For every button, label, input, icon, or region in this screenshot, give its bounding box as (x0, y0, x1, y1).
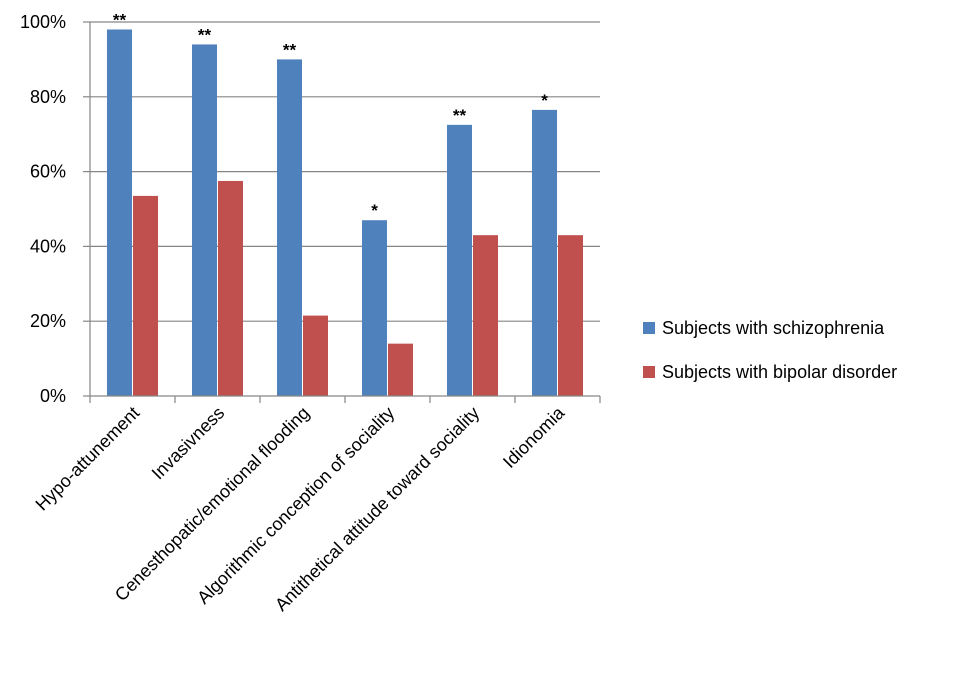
bar-schizophrenia (532, 109, 557, 396)
legend-label: Subjects with schizophrenia (662, 318, 885, 338)
y-tick-labels: 0% 20% 40% 60% 80% 100% (20, 12, 90, 406)
y-tick-label: 80% (30, 87, 66, 107)
bar-bipolar (558, 235, 583, 396)
x-category-label: Hypo-attunement (32, 403, 144, 515)
y-tick-label: 60% (30, 162, 66, 182)
y-tick-label: 100% (20, 12, 66, 32)
gridlines (90, 21, 600, 322)
significance-marker: * (541, 91, 548, 110)
bar-bipolar (303, 315, 328, 396)
legend-label: Subjects with bipolar disorder (662, 362, 897, 382)
bar-bipolar (473, 235, 498, 396)
bar-schizophrenia (107, 29, 132, 396)
bar-schizophrenia (362, 220, 387, 396)
significance-marker: ** (113, 10, 127, 29)
significance-marker: ** (283, 40, 297, 59)
legend: Subjects with schizophrenia Subjects with… (643, 318, 897, 382)
x-category-label: Invasivness (148, 403, 229, 484)
bar-bipolar (388, 343, 413, 396)
bar-bipolar (133, 195, 158, 396)
significance-marker: ** (453, 106, 467, 125)
y-tick-label: 0% (40, 386, 66, 406)
significance-marker: * (371, 201, 378, 220)
legend-swatch (643, 322, 655, 334)
bar-bipolar (218, 180, 243, 396)
legend-swatch (643, 366, 655, 378)
y-tick-label: 20% (30, 311, 66, 331)
x-category-labels: Hypo-attunement InvasivnessCenesthopatic/… (32, 402, 569, 615)
bar-schizophrenia (277, 59, 302, 397)
axes (89, 22, 601, 403)
bars-group (107, 29, 583, 397)
x-category-label: Idionomia (499, 402, 569, 472)
significance-markers: ********** (113, 10, 548, 220)
bar-schizophrenia (447, 124, 472, 396)
significance-marker: ** (198, 25, 212, 44)
y-tick-label: 40% (30, 236, 66, 256)
bar-schizophrenia (192, 44, 217, 396)
